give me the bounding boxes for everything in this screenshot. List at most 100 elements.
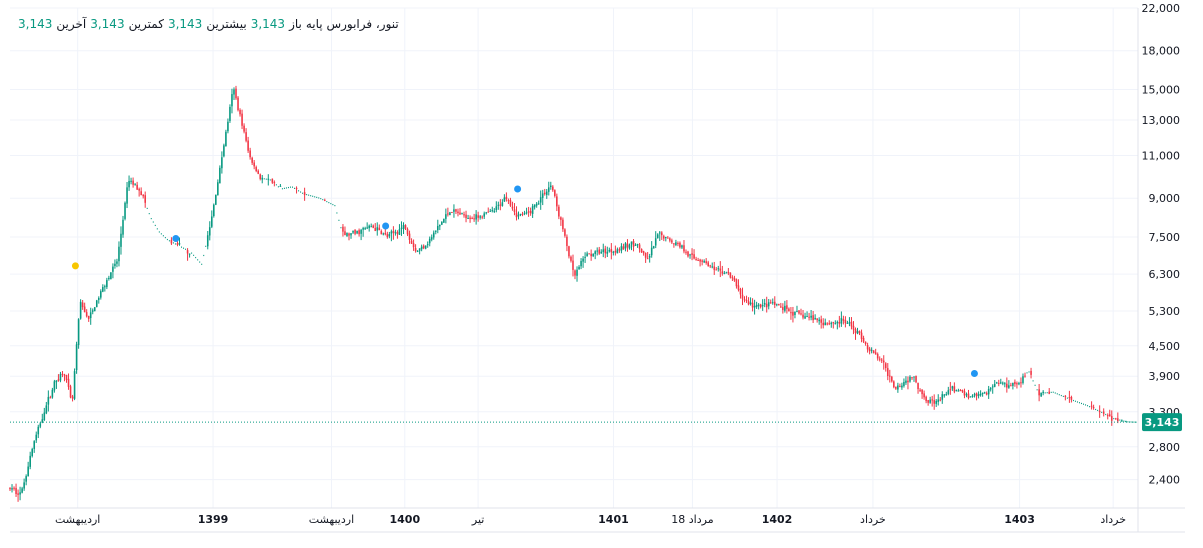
candle[interactable] <box>1058 394 1060 396</box>
candle[interactable] <box>735 279 738 287</box>
candle[interactable] <box>669 238 671 241</box>
candle[interactable] <box>931 399 933 401</box>
candle[interactable] <box>790 312 792 314</box>
candle[interactable] <box>473 218 475 220</box>
candle[interactable] <box>911 377 913 379</box>
candle[interactable] <box>886 368 889 376</box>
candle[interactable] <box>644 252 647 258</box>
candle[interactable] <box>620 246 623 251</box>
candle[interactable] <box>929 399 931 403</box>
candle[interactable] <box>1123 420 1125 422</box>
candle[interactable] <box>87 315 90 319</box>
candle[interactable] <box>624 243 627 249</box>
candle[interactable] <box>687 251 689 257</box>
candle[interactable] <box>560 217 562 220</box>
candle[interactable] <box>114 263 116 266</box>
candle[interactable] <box>727 271 730 274</box>
candle[interactable] <box>203 254 205 257</box>
candle[interactable] <box>1119 419 1121 421</box>
candle[interactable] <box>251 157 253 163</box>
candle[interactable] <box>612 251 615 253</box>
event-marker[interactable] <box>514 185 522 193</box>
candle[interactable] <box>1101 411 1103 413</box>
candle[interactable] <box>800 313 802 315</box>
candle[interactable] <box>1018 383 1020 385</box>
candle[interactable] <box>535 203 538 206</box>
candle[interactable] <box>999 382 1002 384</box>
candle[interactable] <box>1024 375 1026 377</box>
candle[interactable] <box>814 317 816 320</box>
candle[interactable] <box>459 212 461 215</box>
candle[interactable] <box>215 194 217 205</box>
candle[interactable] <box>552 186 554 191</box>
candle[interactable] <box>188 253 191 255</box>
candle[interactable] <box>414 248 417 252</box>
candle[interactable] <box>356 230 358 234</box>
candle[interactable] <box>1020 382 1022 384</box>
candle[interactable] <box>118 246 120 262</box>
candle[interactable] <box>701 260 703 262</box>
candle[interactable] <box>895 386 897 389</box>
candle[interactable] <box>150 217 152 220</box>
candle[interactable] <box>134 183 136 185</box>
candle[interactable] <box>93 307 96 312</box>
candle[interactable] <box>842 319 845 321</box>
candle[interactable] <box>193 254 195 256</box>
candle[interactable] <box>677 243 679 245</box>
candle[interactable] <box>172 242 174 244</box>
candle[interactable] <box>683 245 685 252</box>
candle[interactable] <box>901 385 903 388</box>
candle[interactable] <box>810 315 812 318</box>
candle[interactable] <box>905 380 907 383</box>
candle[interactable] <box>1074 400 1076 402</box>
candle[interactable] <box>529 210 532 214</box>
candle[interactable] <box>1010 385 1012 387</box>
candle[interactable] <box>1092 407 1095 409</box>
candle[interactable] <box>362 228 364 230</box>
candle[interactable] <box>441 222 443 225</box>
candle[interactable] <box>465 214 467 219</box>
event-marker[interactable] <box>382 222 390 230</box>
candle[interactable] <box>185 248 187 250</box>
candle[interactable] <box>761 305 764 307</box>
candle[interactable] <box>860 332 863 339</box>
candle[interactable] <box>975 393 978 397</box>
candle[interactable] <box>808 316 810 318</box>
candle[interactable] <box>717 268 720 270</box>
candle[interactable] <box>227 121 229 132</box>
candle[interactable] <box>314 196 316 198</box>
candle[interactable] <box>953 386 956 392</box>
candle[interactable] <box>1076 401 1078 403</box>
candle[interactable] <box>695 258 697 260</box>
candle[interactable] <box>983 392 986 394</box>
candle[interactable] <box>1085 404 1087 406</box>
candle[interactable] <box>604 248 607 254</box>
candle[interactable] <box>71 396 74 399</box>
candle[interactable] <box>1046 392 1048 394</box>
candle[interactable] <box>874 352 877 355</box>
candle[interactable] <box>812 315 814 321</box>
candle[interactable] <box>404 225 407 229</box>
candle[interactable] <box>350 233 352 236</box>
candle[interactable] <box>876 353 879 359</box>
candle[interactable] <box>642 251 645 254</box>
candle[interactable] <box>281 188 283 190</box>
candle[interactable] <box>21 488 23 493</box>
candle[interactable] <box>201 263 203 265</box>
candle[interactable] <box>1016 383 1018 385</box>
candle[interactable] <box>33 441 36 449</box>
candle[interactable] <box>374 227 377 231</box>
candle[interactable] <box>79 301 82 319</box>
candle[interactable] <box>943 394 946 396</box>
candle[interactable] <box>848 322 851 324</box>
candle[interactable] <box>576 269 578 276</box>
candle[interactable] <box>739 288 742 295</box>
candle[interactable] <box>406 229 409 235</box>
candle[interactable] <box>713 266 716 270</box>
candle[interactable] <box>521 213 524 215</box>
candle[interactable] <box>312 195 314 197</box>
candle[interactable] <box>614 250 617 253</box>
candle[interactable] <box>709 265 712 267</box>
candle[interactable] <box>648 255 651 258</box>
